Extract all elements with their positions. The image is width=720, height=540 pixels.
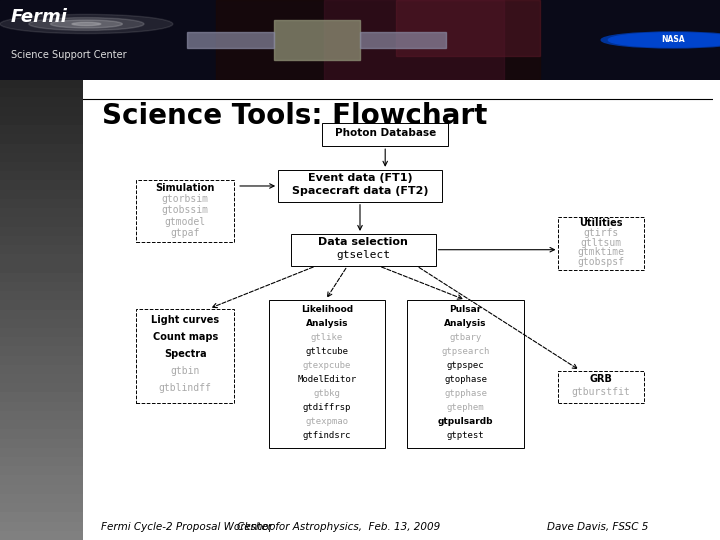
Text: gtmodel: gtmodel [165,217,206,227]
Text: Science Tools: Flowchart: Science Tools: Flowchart [102,102,487,130]
Text: Event data (FT1): Event data (FT1) [307,173,413,183]
Circle shape [0,15,173,33]
Text: gtfindsrc: gtfindsrc [302,431,351,440]
Bar [187,32,274,48]
Text: Analysis: Analysis [444,319,487,328]
Text: gtmktime: gtmktime [577,247,624,257]
Text: gtobssim: gtobssim [162,205,209,215]
Text: gtephem: gtephem [446,403,485,412]
Circle shape [29,18,144,30]
Text: Analysis: Analysis [306,319,348,328]
Text: gtophase: gtophase [444,375,487,384]
FancyBboxPatch shape [559,217,644,270]
Bar [216,0,540,80]
Text: Utilities: Utilities [579,218,623,228]
Text: Science Support Center: Science Support Center [11,50,127,59]
Text: gtpsearch: gtpsearch [441,347,490,356]
Text: gtptest: gtptest [446,431,485,440]
Text: gtltcube: gtltcube [305,347,348,356]
Text: gtlike: gtlike [311,333,343,342]
Text: gtobspsf: gtobspsf [577,257,624,267]
Text: gtbkg: gtbkg [313,389,341,398]
Bar [274,20,360,60]
Text: gtpphase: gtpphase [444,389,487,398]
Text: gtbin: gtbin [171,366,200,376]
Text: Data selection: Data selection [318,237,408,247]
FancyBboxPatch shape [291,234,436,266]
Text: gtirfs: gtirfs [583,228,618,238]
Text: Spacecraft data (FT2): Spacecraft data (FT2) [292,186,428,196]
Circle shape [601,32,720,48]
Text: NASA: NASA [662,36,685,44]
Text: gtexpmao: gtexpmao [305,417,348,426]
Text: GRB: GRB [590,374,613,384]
Circle shape [50,20,122,28]
Text: gtbary: gtbary [449,333,482,342]
Text: Likelihood: Likelihood [301,305,353,314]
Text: Center for Astrophysics,  Feb. 13, 2009: Center for Astrophysics, Feb. 13, 2009 [237,522,440,532]
Text: gtselect: gtselect [336,250,390,260]
Text: gtburstfit: gtburstfit [572,387,630,397]
Text: gtexpcube: gtexpcube [302,361,351,370]
FancyBboxPatch shape [278,170,442,202]
FancyBboxPatch shape [136,309,234,403]
FancyBboxPatch shape [269,300,385,448]
Text: Fermi Cycle-2 Proposal Workshop: Fermi Cycle-2 Proposal Workshop [101,522,275,532]
Text: gtpaf: gtpaf [171,228,200,238]
Text: gtblindff: gtblindff [158,383,212,393]
Text: Dave Davis, FSSC 5: Dave Davis, FSSC 5 [547,522,648,532]
Circle shape [72,22,101,25]
Text: Pulsar: Pulsar [449,305,482,314]
Text: ModelEditor: ModelEditor [297,375,356,384]
Text: gtorbsim: gtorbsim [162,194,209,204]
FancyBboxPatch shape [559,371,644,403]
Text: gtpspec: gtpspec [446,361,485,370]
Text: Light curves: Light curves [151,315,219,325]
Text: Count maps: Count maps [153,332,218,342]
Text: Simulation: Simulation [156,183,215,193]
FancyBboxPatch shape [323,123,448,146]
Bar [360,32,446,48]
Text: gtdiffrsp: gtdiffrsp [302,403,351,412]
FancyBboxPatch shape [136,180,234,242]
Bar [324,0,504,80]
Text: gtpulsardb: gtpulsardb [438,417,493,426]
Text: Fermi: Fermi [11,9,68,26]
Text: gtltsum: gtltsum [580,238,621,247]
Circle shape [608,33,720,47]
Text: Spectra: Spectra [164,349,207,359]
Bar [396,0,540,56]
FancyBboxPatch shape [408,300,523,448]
Text: Photon Database: Photon Database [335,128,436,138]
